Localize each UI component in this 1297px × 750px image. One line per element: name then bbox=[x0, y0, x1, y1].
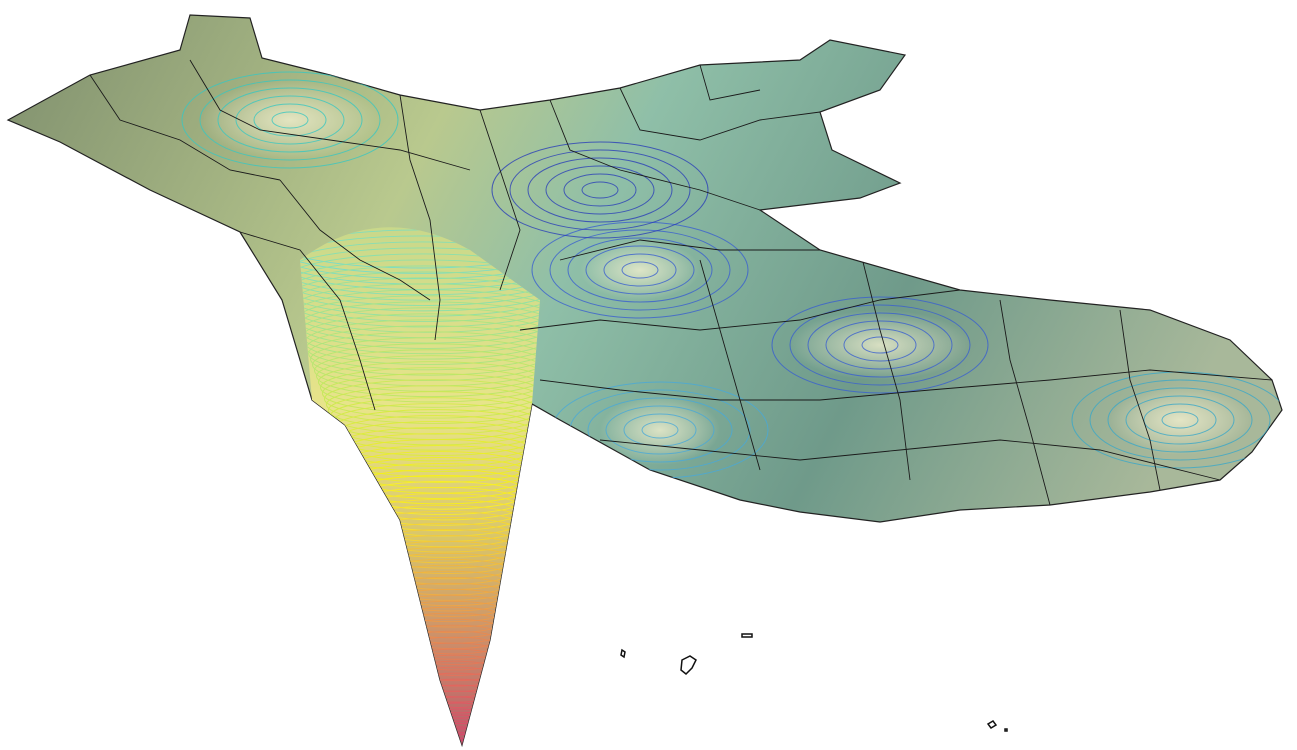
contour-ring bbox=[271, 111, 309, 129]
funnel-ring bbox=[300, 295, 540, 344]
funnel-ring bbox=[323, 379, 540, 419]
contour-ring bbox=[587, 397, 733, 463]
contour-ring bbox=[807, 312, 953, 378]
contour-ring bbox=[585, 245, 695, 295]
funnel-ring bbox=[300, 265, 540, 317]
contour-ring bbox=[1071, 371, 1282, 469]
funnel-ring bbox=[300, 253, 540, 306]
contour-lines bbox=[181, 71, 1282, 479]
contour-ring bbox=[235, 95, 345, 145]
funnel-ring bbox=[319, 367, 540, 408]
contour-ring bbox=[603, 253, 677, 287]
highlights bbox=[200, 80, 1250, 465]
contour-ring bbox=[199, 79, 381, 161]
contour-ring bbox=[581, 181, 619, 199]
funnel-ring bbox=[321, 373, 540, 414]
contour-ring bbox=[509, 149, 691, 231]
contour-ring bbox=[1089, 379, 1271, 461]
funnel-ring bbox=[300, 283, 540, 333]
funnel-ring bbox=[300, 259, 540, 312]
contour-ring bbox=[621, 261, 659, 279]
funnel-ring bbox=[325, 385, 540, 424]
funnel-ring bbox=[300, 227, 540, 274]
contour-ring bbox=[549, 229, 731, 311]
contour-ring bbox=[605, 405, 715, 455]
contour-ring bbox=[527, 157, 673, 223]
funnel-ring bbox=[300, 227, 540, 280]
contour-ring bbox=[563, 173, 637, 207]
contour-ring bbox=[641, 421, 679, 439]
borders bbox=[89, 59, 1273, 506]
funnel-ring bbox=[300, 301, 540, 349]
land-surface bbox=[6, 14, 1283, 748]
contour-ring bbox=[181, 71, 399, 169]
contour-ring bbox=[217, 87, 363, 153]
contour-ring bbox=[825, 320, 935, 370]
funnel-ring bbox=[300, 227, 540, 269]
funnel-ring bbox=[300, 271, 540, 323]
contour-ring bbox=[861, 336, 899, 354]
contour-ring bbox=[771, 296, 989, 394]
contour-ring bbox=[1107, 387, 1253, 453]
contour-ring bbox=[1125, 395, 1235, 445]
funnel-ring bbox=[300, 247, 540, 301]
funnel-ring bbox=[300, 277, 540, 328]
contour-ring bbox=[567, 237, 713, 303]
funnel-ring bbox=[308, 331, 540, 376]
contour-ring bbox=[1161, 411, 1199, 429]
contour-ring bbox=[253, 103, 327, 137]
contour-ring bbox=[545, 165, 655, 215]
islands bbox=[620, 633, 1008, 732]
contour-ring bbox=[789, 304, 971, 386]
funnel-ring bbox=[310, 337, 540, 382]
contour-ring bbox=[491, 141, 709, 239]
funnel-ring bbox=[316, 355, 540, 398]
contour-ring bbox=[1143, 403, 1217, 437]
contour-ring bbox=[531, 221, 749, 319]
funnel-ring bbox=[318, 361, 540, 403]
